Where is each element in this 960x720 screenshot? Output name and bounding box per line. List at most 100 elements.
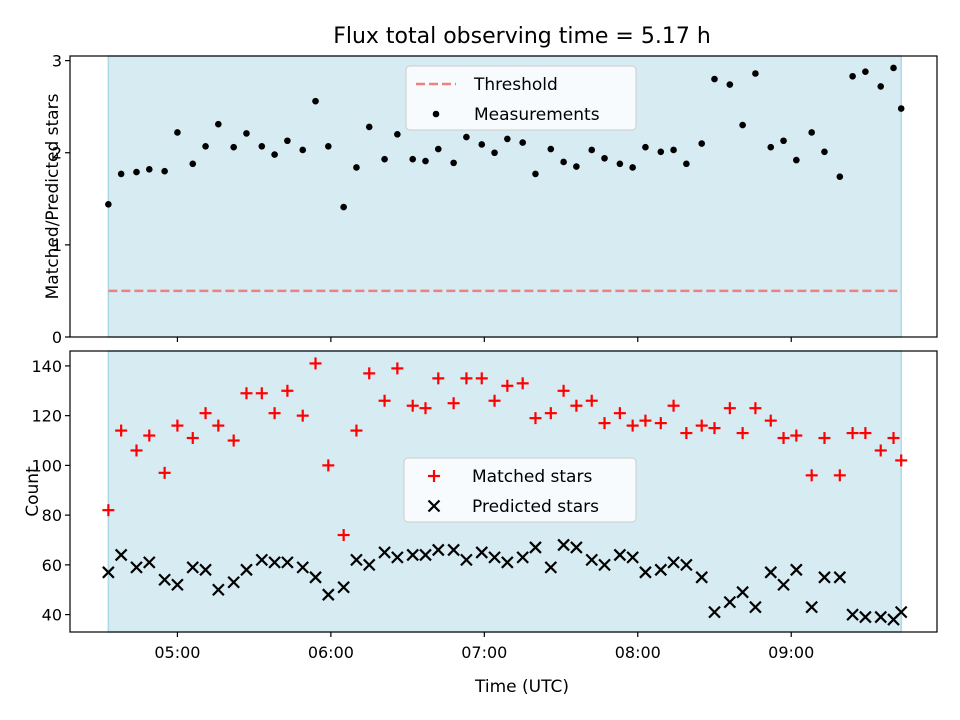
matched-star-point [723, 402, 736, 415]
measurement-point [560, 158, 567, 166]
matched-star-point [337, 529, 350, 542]
legend-box [405, 65, 637, 131]
measurement-point [849, 72, 856, 80]
matched-star-point [391, 362, 404, 375]
measurement-point [752, 70, 759, 77]
legend-label: Measurements [474, 105, 600, 125]
predicted-star-point [296, 561, 310, 574]
measurement-point [698, 140, 706, 147]
matched-star-point [895, 454, 908, 467]
measurement-point [202, 142, 209, 150]
measurement-point [573, 163, 580, 170]
predicted-star-point [613, 548, 627, 562]
matched-star-point [557, 384, 570, 397]
measurement-point [145, 166, 153, 173]
measurement-point [258, 142, 266, 150]
predicted-star-point [570, 541, 583, 554]
predicted-star-point [777, 578, 790, 592]
y-axis-label: Count [23, 466, 43, 517]
legend-label: Predicted stars [472, 497, 599, 517]
matched-star-point [529, 412, 542, 425]
y-axis-label: Matched/Predicted stars [43, 93, 63, 299]
axes-frame [69, 55, 938, 338]
measurement-point [726, 81, 734, 88]
x-tick-label: 05:00 [154, 643, 200, 662]
matched-star-point [585, 394, 598, 407]
predicted-star-point [143, 556, 156, 569]
matched-star-point [212, 419, 225, 432]
y-tick-label: 3 [52, 52, 62, 71]
matched-star-point [680, 427, 693, 440]
matched-star-point [296, 409, 309, 422]
matched-star-point [790, 429, 803, 442]
y-tick-label: 120 [31, 407, 62, 426]
predicted-star-point [680, 558, 693, 572]
x-axis-label: Time (UTC) [474, 677, 569, 697]
matched-star-point [777, 432, 790, 445]
measurement-point [519, 139, 526, 146]
predicted-star-point [501, 556, 514, 569]
matched-star-point [460, 372, 473, 385]
matched-star-point [818, 432, 831, 445]
x-tick-label: 08:00 [615, 643, 661, 662]
measurement-point [312, 97, 319, 105]
predicted-star-point [894, 605, 908, 619]
predicted-star-point [667, 556, 680, 569]
y-tick-label: 60 [42, 556, 62, 575]
measurement-point [271, 151, 278, 158]
predicted-star-point [322, 588, 335, 601]
measurement-point [670, 146, 677, 154]
predicted-star-point [557, 538, 570, 552]
measurement-point [161, 167, 168, 175]
matched-star-point [102, 504, 115, 517]
predicted-star-point [281, 556, 294, 569]
measurement-point [174, 129, 181, 136]
measurement-point [601, 154, 608, 162]
predicted-star-point [362, 558, 376, 572]
predicted-star-point [447, 543, 460, 557]
measurement-point [767, 143, 775, 151]
predicted-star-point [350, 553, 363, 567]
measurement-point [588, 146, 596, 154]
x-tick-label: 06:00 [308, 643, 354, 662]
matched-star-point [158, 466, 171, 479]
measurement-point [365, 123, 373, 131]
predicted-star-point [309, 571, 322, 584]
measurement-point [353, 164, 360, 171]
measurement-point [394, 131, 401, 138]
matched-star-point [846, 427, 859, 440]
predicted-star-point [529, 541, 542, 554]
matched-star-point [570, 399, 583, 412]
measurement-point [450, 159, 457, 167]
chart-title: Flux total observing time = 5.17 h [333, 24, 711, 49]
matched-star-point [859, 427, 872, 440]
predicted-star-point [337, 580, 350, 594]
matched-star-point [874, 444, 887, 457]
predicted-star-point [736, 585, 749, 599]
matched-star-point [887, 432, 900, 445]
predicted-star-point [268, 556, 281, 569]
y-tick-label: 40 [42, 606, 62, 625]
matched-star-point [613, 407, 626, 420]
matched-star-point [268, 407, 281, 420]
y-tick-label: 1 [52, 236, 62, 255]
predicted-star-point [585, 553, 599, 567]
matched-star-point [378, 394, 391, 407]
bottom-panel-counts: 40 60 80 100 120 140 05:00 06:00 07:00 08:00 09:00… [23, 350, 938, 662]
predicted-star-point [723, 595, 737, 609]
matched-star-point [199, 407, 212, 420]
legend-predicted-swatch [427, 499, 441, 513]
predicted-star-point [378, 546, 391, 559]
predicted-star-point [406, 548, 419, 562]
matched-star-point [281, 384, 294, 397]
legend-box [403, 457, 637, 523]
predicted-star-point [199, 563, 212, 577]
measurement-point [532, 170, 539, 178]
measurement-point [284, 137, 291, 145]
x-tick-label: 09:00 [768, 643, 814, 662]
measurement-point [739, 121, 746, 129]
matched-star-point [488, 394, 501, 407]
matched-star-point [708, 422, 721, 435]
measurement-point [793, 156, 800, 164]
